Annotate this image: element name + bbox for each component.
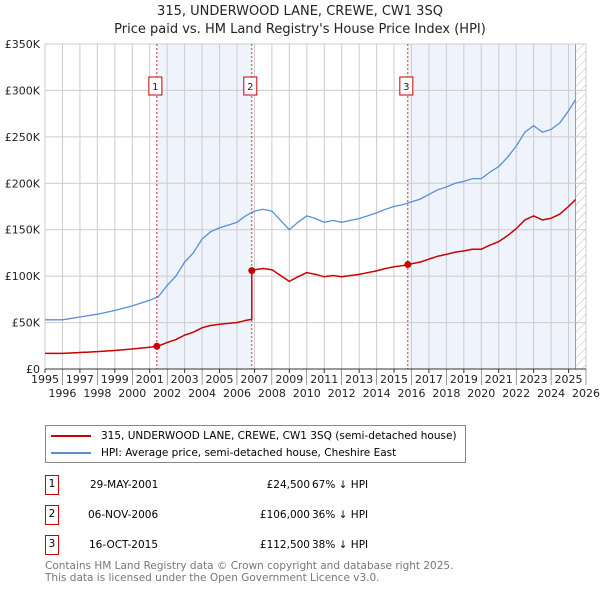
sale-point	[248, 267, 256, 275]
sale-row: 1 29-MAY-2001 £24,500 67% ↓ HPI	[45, 475, 465, 495]
x-tick-label: 1997	[66, 373, 94, 386]
y-tick-label: £300K	[5, 84, 41, 97]
x-tick-label: 2018	[432, 387, 460, 400]
sale-date: 29-MAY-2001	[90, 479, 159, 491]
x-tick-label: 2020	[467, 387, 495, 400]
x-tick-label: 2007	[240, 373, 268, 386]
x-tick-label: 2003	[171, 373, 199, 386]
sale-marker-box: 3	[45, 535, 59, 555]
sale-row: 2 06-NOV-2006 £106,000 36% ↓ HPI	[45, 505, 465, 525]
x-tick-label: 2005	[206, 373, 234, 386]
sale-price: £106,000	[259, 509, 310, 521]
hpi-line	[45, 99, 577, 321]
x-tick-label: 2013	[345, 373, 373, 386]
x-tick-label: 2012	[328, 387, 356, 400]
chart-title: 315, UNDERWOOD LANE, CREWE, CW1 3SQ	[157, 4, 443, 19]
y-tick-label: £250K	[5, 131, 41, 144]
y-tick-label: £0	[26, 363, 40, 376]
y-tick-label: £150K	[5, 224, 41, 237]
y-tick-label: £200K	[5, 177, 41, 190]
x-tick-label: 2014	[363, 387, 391, 400]
y-tick-label: £350K	[5, 38, 41, 51]
legend-hpi-swatch	[51, 452, 91, 454]
legend-hpi-label: HPI: Average price, semi-detached house,…	[101, 447, 397, 459]
x-tick-label: 2002	[153, 387, 181, 400]
legend-property-swatch	[51, 435, 91, 437]
x-tick-label: 2026	[572, 387, 600, 400]
x-tick-label: 2000	[118, 387, 146, 400]
x-tick-label: 2010	[293, 387, 321, 400]
x-tick-label: 2016	[397, 387, 425, 400]
x-tick-label: 2006	[223, 387, 251, 400]
sale-label-box	[243, 76, 258, 96]
sale-price: £24,500	[266, 479, 310, 491]
sale-label-box	[148, 76, 163, 96]
y-tick-label: £50K	[12, 317, 41, 330]
forecast-hatch	[575, 44, 586, 369]
property-line	[45, 198, 577, 355]
x-tick-label: 2019	[450, 373, 478, 386]
sale-price: £112,500	[259, 539, 310, 551]
x-tick-label: 2004	[188, 387, 216, 400]
sale-label: 2	[247, 82, 253, 93]
footer-line-2: This data is licensed under the Open Gov…	[45, 572, 380, 584]
x-tick-label: 2022	[502, 387, 530, 400]
x-tick-label: 2021	[485, 373, 513, 386]
x-tick-label: 1999	[101, 373, 129, 386]
sale-label: 1	[152, 82, 158, 93]
sale-label: 3	[403, 82, 409, 93]
sale-label-box	[399, 76, 414, 96]
x-tick-label: 2011	[310, 373, 338, 386]
chart-subtitle: Price paid vs. HM Land Registry's House …	[114, 22, 486, 37]
plot-area: 1995199619971998199920002001200220032004…	[5, 38, 600, 400]
x-tick-label: 2009	[275, 373, 303, 386]
x-tick-label: 1995	[31, 373, 59, 386]
sale-marker-box: 1	[45, 475, 59, 495]
footer: Contains HM Land Registry data © Crown c…	[45, 560, 453, 584]
sale-date: 06-NOV-2006	[88, 509, 159, 521]
legend-property-label: 315, UNDERWOOD LANE, CREWE, CW1 3SQ (sem…	[101, 430, 457, 442]
legend: 315, UNDERWOOD LANE, CREWE, CW1 3SQ (sem…	[45, 425, 466, 463]
sale-hpi-diff: 36% ↓ HPI	[312, 509, 369, 521]
sale-marker-box: 2	[45, 505, 59, 525]
footer-line-1: Contains HM Land Registry data © Crown c…	[45, 560, 454, 572]
shaded-period	[156, 44, 252, 369]
x-tick-label: 2015	[380, 373, 408, 386]
x-tick-label: 2024	[537, 387, 565, 400]
x-tick-label: 2001	[136, 373, 164, 386]
sale-hpi-diff: 67% ↓ HPI	[312, 479, 369, 491]
x-tick-label: 1996	[48, 387, 76, 400]
y-tick-label: £100K	[5, 270, 41, 283]
sale-row: 3 16-OCT-2015 £112,500 38% ↓ HPI	[45, 535, 465, 555]
sale-point	[404, 261, 412, 269]
x-tick-label: 2017	[415, 373, 443, 386]
shaded-period	[407, 44, 576, 369]
sale-hpi-diff: 38% ↓ HPI	[312, 539, 369, 551]
sale-point	[153, 342, 161, 350]
x-tick-label: 2023	[520, 373, 548, 386]
x-tick-label: 2008	[258, 387, 286, 400]
sale-date: 16-OCT-2015	[89, 539, 158, 551]
x-tick-label: 2025	[555, 373, 583, 386]
x-tick-label: 1998	[83, 387, 111, 400]
